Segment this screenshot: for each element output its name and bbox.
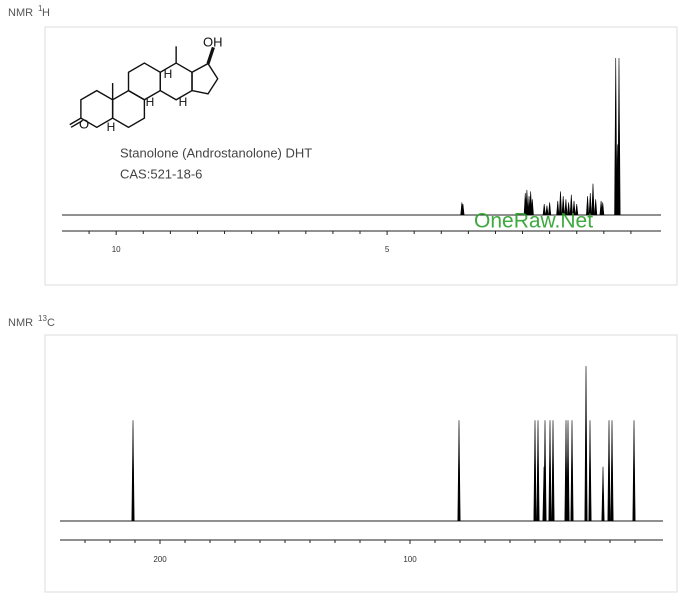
watermark: OneRaw.Net (474, 210, 593, 233)
peak (561, 196, 565, 216)
peak (567, 202, 571, 216)
peak (542, 203, 546, 216)
peak (586, 196, 590, 216)
peak (572, 200, 576, 216)
x-tick-label: 10 (112, 245, 121, 254)
x-tick-label: 5 (385, 245, 390, 254)
panel (44, 334, 678, 593)
peak (584, 365, 588, 522)
peak (594, 199, 598, 216)
peak (543, 420, 547, 522)
panel (44, 26, 678, 286)
peak (457, 420, 461, 522)
peak (575, 203, 579, 216)
peak (564, 199, 568, 216)
peak (461, 203, 465, 216)
peak (564, 420, 568, 522)
cas-number: CAS:521-18-6 (120, 166, 202, 181)
peak (558, 191, 562, 216)
peak (601, 202, 605, 216)
peak (551, 420, 555, 522)
peak (131, 420, 135, 522)
peak (530, 199, 534, 216)
peak (617, 57, 621, 216)
peak (548, 420, 552, 522)
peak (632, 420, 636, 522)
peak (607, 420, 611, 522)
mass-number: 13 (38, 314, 47, 323)
atom-label: H (146, 95, 155, 109)
mass-number: 1 (38, 4, 43, 13)
structure (69, 46, 219, 129)
peak (588, 193, 592, 216)
peak (588, 420, 592, 522)
peak (569, 194, 573, 216)
peak (566, 420, 570, 522)
peak (548, 202, 552, 216)
atom-label: H (107, 120, 116, 134)
nmr-label: NMR (8, 7, 33, 19)
atom-label: OH (203, 34, 223, 49)
peak (525, 189, 529, 216)
peak (610, 420, 614, 522)
nucleus: H (42, 7, 50, 19)
peak (570, 420, 574, 522)
peak (536, 420, 540, 522)
atom-label: H (179, 95, 188, 109)
peak (591, 183, 595, 216)
nucleus: C (47, 317, 55, 329)
x-tick-label: 200 (153, 555, 167, 564)
nmr-label: NMR (8, 317, 33, 329)
atom-label: H (164, 67, 173, 81)
peak (601, 466, 605, 522)
peak (545, 205, 549, 216)
x-tick-label: 100 (403, 555, 417, 564)
compound-name: Stanolone (Androstanolone) DHT (120, 145, 312, 160)
peak (614, 57, 618, 216)
peak (556, 200, 560, 216)
atom-label: O (79, 116, 89, 131)
peak (533, 420, 537, 522)
